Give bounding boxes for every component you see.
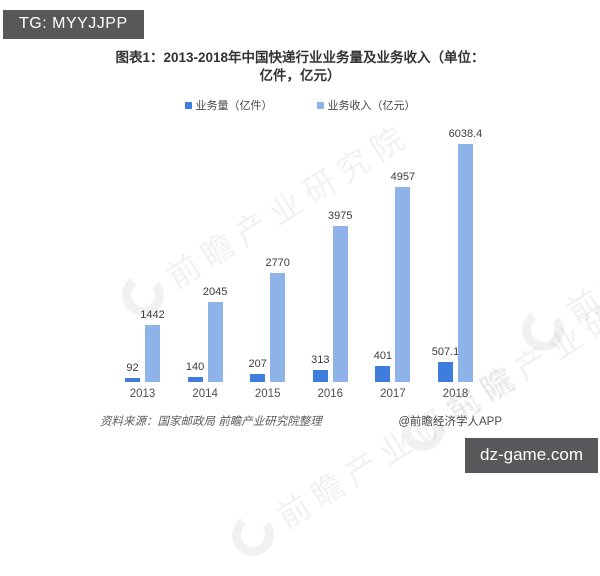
bars-2013: 92 1442 [125,132,165,382]
tg-watermark-badge: TG: MYYJJPP [3,10,144,39]
chart-title: 图表1：2013-2018年中国快递行业业务量及业务收入（单位： 亿件，亿元） [0,49,600,85]
revenue-bar-2014: 2045 [203,286,227,382]
volume-bar-2015: 207 [249,358,267,382]
volume-value-label-2015: 207 [248,357,267,370]
bar-group-2016: 313 3975 2016 [311,132,353,401]
chart-footer: 资料来源：国家邮政局 前瞻产业研究院整理 @前瞻经济学人APP [100,413,502,429]
bars-2018: 507.1 6038.4 [432,128,482,382]
chart-title-line1: 图表1：2013-2018年中国快递行业业务量及业务收入（单位： [115,50,485,65]
x-axis-label-2013: 2013 [129,388,156,400]
bar-group-2017: 401 4957 2017 [374,132,415,400]
x-axis-label-2017: 2017 [380,388,406,400]
revenue-bar-2018: 6038.4 [449,128,482,382]
legend-label-revenue: 业务收入（亿元） [327,100,416,112]
volume-bar-2014: 140 [186,361,204,382]
volume-value-label-2018: 507.1 [431,346,460,358]
revenue-value-label-2013: 1442 [140,309,165,322]
bars-2015: 207 2770 [249,132,290,382]
revenue-bar-2017: 4957 [391,171,415,382]
bars-2017: 401 4957 [374,132,415,382]
x-axis-label-2018: 2018 [442,388,469,400]
bar-chart: 92 1442 2013 140 2045 2014 207 2770 2015 313 3975 2… [125,128,483,401]
watermark-logo-icon [519,306,567,354]
bars-2014: 140 2045 [186,132,227,382]
bar-group-2015: 207 2770 2015 [249,132,290,400]
x-axis-label-2015: 2015 [254,388,281,400]
chart-legend: 业务量（亿件） 业务收入（亿元） [0,97,600,113]
revenue-bar-2013: 1442 [140,309,165,382]
legend-marker-volume-icon [184,101,192,109]
volume-value-label-2016: 313 [311,353,330,366]
revenue-bar-2015: 2770 [265,257,290,382]
source-note: 资料来源：国家邮政局 前瞻产业研究院整理 [100,416,322,428]
background-watermark: 前瞻产业研究院 [513,146,600,361]
legend-item-volume: 业务量（亿件） [184,97,273,113]
revenue-value-label-2017: 4957 [390,170,416,183]
site-watermark-badge: dz-game.com [465,438,598,473]
volume-bar-2016: 313 [311,354,329,382]
bar-group-2013: 92 1442 2013 [125,132,165,400]
chart-title-line2: 亿件，亿元） [259,68,341,83]
bar-group-2014: 140 2045 2014 [186,132,227,401]
bar-group-2018: 507.1 6038.4 2018 [432,128,483,400]
revenue-bar-2016: 3975 [328,210,353,382]
legend-label-volume: 业务量（亿件） [195,100,273,112]
legend-marker-revenue-icon [316,101,324,109]
x-axis-label-2016: 2016 [317,388,344,400]
x-axis-label-2014: 2014 [192,388,218,400]
volume-value-label-2013: 92 [126,362,139,375]
volume-bar-2013: 92 [125,362,140,382]
revenue-value-label-2014: 2045 [202,285,228,298]
watermark-logo-icon [229,511,277,559]
legend-item-revenue: 业务收入（亿元） [316,97,416,113]
watermark-text: 前瞻产业研究院 [560,151,600,331]
revenue-value-label-2016: 3975 [328,209,353,222]
volume-value-label-2014: 140 [185,360,205,373]
bars-2016: 313 3975 [311,132,353,382]
revenue-value-label-2015: 2770 [265,256,290,269]
volume-value-label-2017: 401 [373,350,393,363]
volume-bar-2017: 401 [374,350,392,382]
volume-bar-2018: 507.1 [432,346,459,382]
credit-note: @前瞻经济学人APP [398,416,502,428]
revenue-value-label-2018: 6038.4 [448,128,483,141]
